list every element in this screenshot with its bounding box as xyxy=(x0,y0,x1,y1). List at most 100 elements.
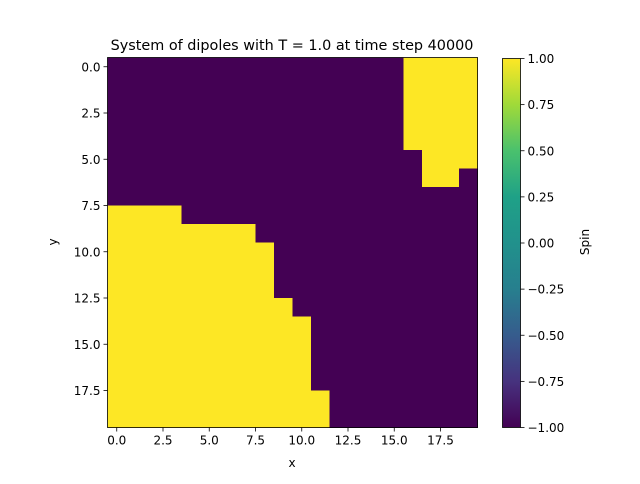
heatmap-cell xyxy=(255,409,275,428)
heatmap-cell xyxy=(422,298,441,317)
heatmap-cell xyxy=(403,131,423,151)
heatmap-cell xyxy=(348,335,367,354)
x-tick-label: 17.5 xyxy=(427,434,454,448)
heatmap-cell xyxy=(200,131,219,151)
heatmap-cell xyxy=(237,94,256,114)
heatmap-cell xyxy=(218,335,238,354)
heatmap-cell xyxy=(366,168,386,188)
heatmap-cell xyxy=(274,335,293,354)
heatmap-cell xyxy=(348,409,367,428)
heatmap-cell xyxy=(126,224,145,243)
heatmap-cell xyxy=(348,261,367,280)
heatmap-cell xyxy=(163,205,182,225)
heatmap-cell xyxy=(181,168,201,188)
heatmap-cell xyxy=(311,205,330,225)
heatmap-cell xyxy=(366,279,386,299)
heatmap-cell xyxy=(126,316,145,336)
heatmap-cell xyxy=(292,279,312,299)
colorbar-tick-label: 0.50 xyxy=(528,144,555,158)
heatmap-cell xyxy=(385,150,404,169)
heatmap-cell xyxy=(311,76,330,95)
heatmap-cell xyxy=(237,205,256,225)
heatmap-cell xyxy=(403,150,423,169)
heatmap-cell xyxy=(422,261,441,280)
heatmap-cell xyxy=(181,390,201,410)
heatmap-cell xyxy=(422,57,441,77)
heatmap-cell xyxy=(218,205,238,225)
heatmap-cell xyxy=(181,409,201,428)
heatmap-cell xyxy=(385,316,404,336)
heatmap-cell xyxy=(255,150,275,169)
heatmap-cell xyxy=(181,279,201,299)
heatmap-cell xyxy=(126,150,145,169)
heatmap-cell xyxy=(255,279,275,299)
heatmap-cell xyxy=(255,372,275,391)
heatmap-cell xyxy=(237,150,256,169)
heatmap-cell xyxy=(422,131,441,151)
heatmap-cell xyxy=(237,187,256,206)
heatmap-cell xyxy=(200,261,219,280)
heatmap-cell xyxy=(255,261,275,280)
heatmap-cell xyxy=(459,298,478,317)
heatmap-cell xyxy=(329,279,349,299)
heatmap-cell xyxy=(366,76,386,95)
heatmap-cell xyxy=(237,57,256,77)
heatmap-cell xyxy=(181,261,201,280)
heatmap-cell xyxy=(440,242,460,262)
x-tick-label: 15.0 xyxy=(381,434,408,448)
heatmap-cell xyxy=(440,335,460,354)
heatmap-cell xyxy=(403,113,423,132)
heatmap-cell xyxy=(107,242,127,262)
heatmap-cell xyxy=(311,279,330,299)
heatmap-cell xyxy=(385,205,404,225)
heatmap-cell xyxy=(181,242,201,262)
heatmap-cell xyxy=(292,261,312,280)
colorbar-tick-label: 0.25 xyxy=(528,190,555,204)
heatmap-cell xyxy=(218,372,238,391)
heatmap-cell xyxy=(311,390,330,410)
plot-frame xyxy=(107,57,478,428)
heatmap-cell xyxy=(107,150,127,169)
heatmap-cell xyxy=(163,187,182,206)
heatmap-cell xyxy=(422,279,441,299)
heatmap-cell xyxy=(237,335,256,354)
heatmap-cell xyxy=(403,390,423,410)
heatmap-cell xyxy=(311,187,330,206)
heatmap-cell xyxy=(292,94,312,114)
heatmap-cell xyxy=(237,168,256,188)
heatmap-cell xyxy=(255,224,275,243)
heatmap-cell xyxy=(181,57,201,77)
heatmap-cell xyxy=(144,242,164,262)
heatmap-cell xyxy=(440,261,460,280)
heatmap-cell xyxy=(274,298,293,317)
heatmap-cell xyxy=(255,242,275,262)
heatmap-cell xyxy=(422,205,441,225)
x-tick-label: 5.0 xyxy=(200,434,219,448)
heatmap-cell xyxy=(237,298,256,317)
heatmap-cell xyxy=(366,187,386,206)
colorbar-tick-label: −1.00 xyxy=(528,421,565,435)
heatmap-cell xyxy=(422,409,441,428)
x-tick-label: 10.0 xyxy=(288,434,315,448)
heatmap-cell xyxy=(237,372,256,391)
heatmap-cell xyxy=(385,131,404,151)
heatmap-cell xyxy=(126,372,145,391)
x-axis: 0.0 2.5 5.0 7.5 10.0 12.5 15.0 17.5 xyxy=(107,427,454,448)
heatmap-cell xyxy=(237,131,256,151)
heatmap-cell xyxy=(255,168,275,188)
heatmap-cell xyxy=(403,76,423,95)
heatmap-cell xyxy=(274,94,293,114)
heatmap-cell xyxy=(403,335,423,354)
heatmap-cell xyxy=(292,168,312,188)
y-tick-label: 7.5 xyxy=(81,199,100,213)
heatmap-cell xyxy=(163,279,182,299)
heatmap-cell xyxy=(126,187,145,206)
heatmap-cell xyxy=(329,298,349,317)
heatmap-cell xyxy=(274,224,293,243)
heatmap-cell xyxy=(459,353,478,373)
heatmap-cell xyxy=(366,205,386,225)
colorbar-label: Spin xyxy=(578,229,592,255)
heatmap-cell xyxy=(403,57,423,77)
heatmap-cell xyxy=(144,279,164,299)
heatmap-cell xyxy=(218,224,238,243)
